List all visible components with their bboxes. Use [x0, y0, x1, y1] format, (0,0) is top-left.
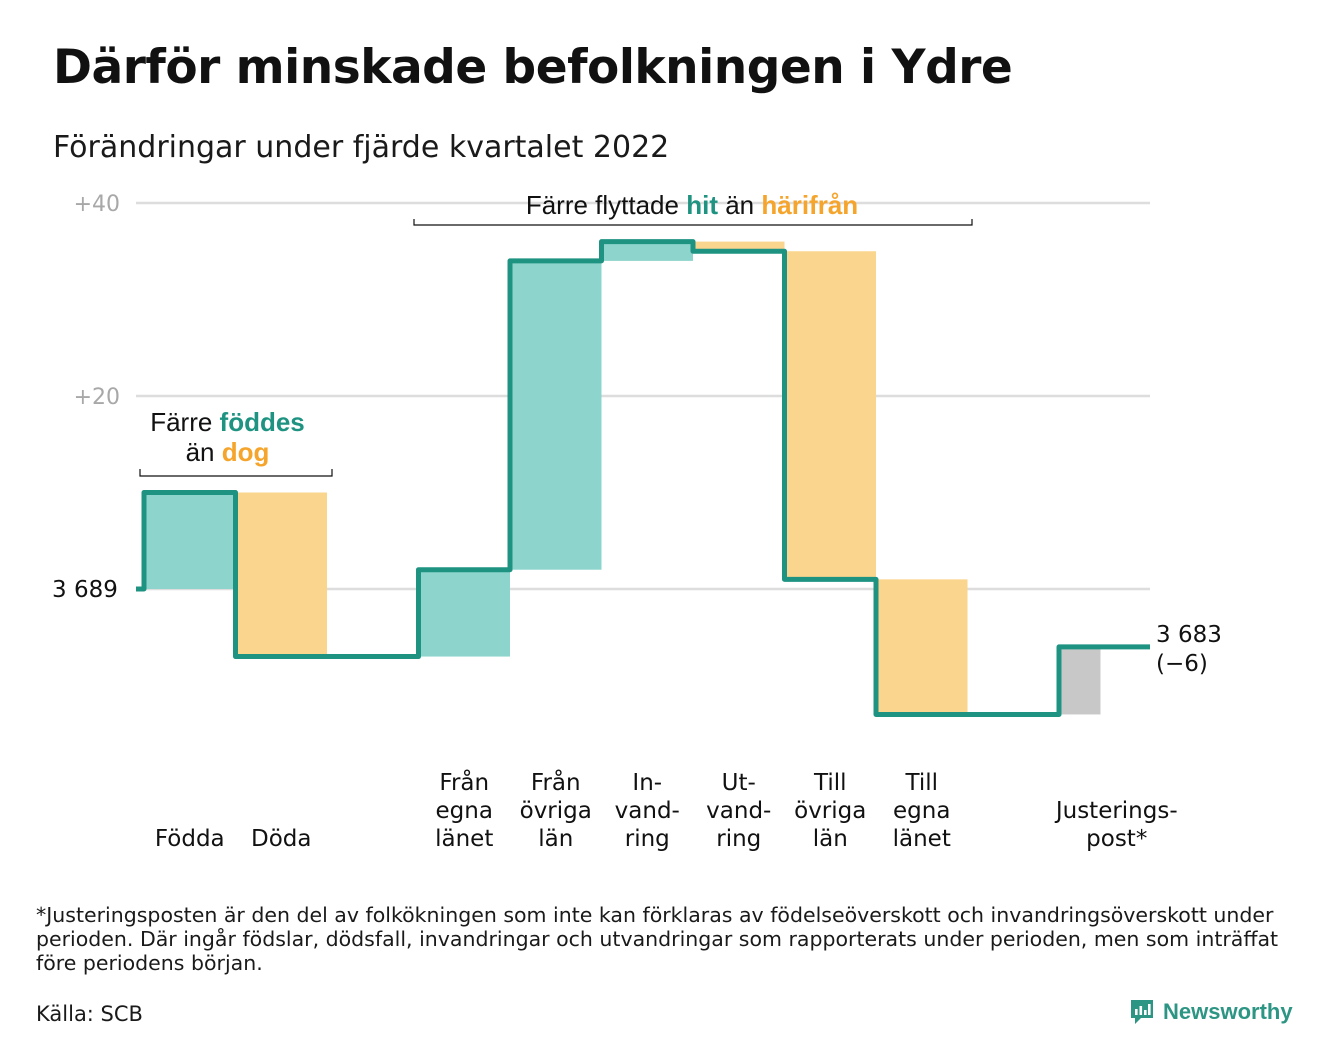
chart-title: Därför minskade befolkningen i Ydre — [53, 40, 1013, 95]
category-label: övriga — [794, 798, 866, 824]
category-label: Till — [813, 770, 847, 796]
annotation-bracket — [139, 469, 333, 477]
category-label: Till — [904, 770, 938, 796]
annotation-migration: Färre flyttade hit än härifrån — [526, 190, 858, 220]
category-label: Från — [531, 768, 581, 796]
category-label: post* — [1086, 826, 1147, 852]
brand-logo: Newsworthy — [1129, 998, 1293, 1026]
category-label: övriga — [520, 798, 592, 824]
bar-till-egna — [876, 579, 968, 715]
y-tick-label: +40 — [74, 192, 120, 217]
category-label: vand- — [706, 798, 771, 824]
category-label: länet — [435, 826, 493, 852]
bar-fran-ovriga — [510, 260, 602, 570]
annotation-births-line2: än dog — [186, 437, 270, 467]
newsworthy-logo-icon — [1131, 1000, 1153, 1024]
cumulative-line — [136, 239, 1150, 717]
category-label: egna — [893, 798, 950, 824]
category-label: vand- — [615, 798, 680, 824]
category-label: länet — [893, 826, 951, 852]
bar-till-ovriga — [784, 251, 876, 580]
category-label: In- — [632, 770, 662, 796]
chart-subtitle: Förändringar under fjärde kvartalet 2022 — [53, 130, 670, 165]
bar-doda — [235, 492, 327, 657]
y-tick-label: +20 — [74, 385, 120, 410]
category-label: län — [538, 826, 573, 852]
category-label: Döda — [251, 826, 311, 852]
category-label: Från — [439, 768, 489, 796]
start-value-label: 3 689 — [52, 577, 118, 603]
bar-fran-egna — [418, 569, 510, 657]
category-label: Justerings- — [1054, 798, 1178, 824]
bar-justering — [1059, 646, 1101, 715]
bar-invandring — [601, 241, 693, 261]
end-value-label: 3 683 — [1156, 622, 1222, 648]
footnote: *Justeringsposten är den del av folkökni… — [36, 903, 1279, 975]
category-label: ring — [716, 826, 761, 852]
category-label: län — [813, 826, 848, 852]
category-label: Födda — [155, 826, 225, 852]
category-label: ring — [625, 826, 670, 852]
category-label: Ut- — [722, 770, 756, 796]
source-note: Källa: SCB — [36, 1002, 143, 1026]
bar-utvandring — [693, 241, 785, 252]
bar-fodda — [144, 492, 236, 589]
end-value-label: (−6) — [1156, 651, 1208, 677]
brand-name: Newsworthy — [1163, 999, 1293, 1024]
annotation-bracket — [413, 219, 973, 226]
category-label: egna — [436, 798, 493, 824]
annotation-births-line1: Färre föddes — [150, 407, 305, 437]
